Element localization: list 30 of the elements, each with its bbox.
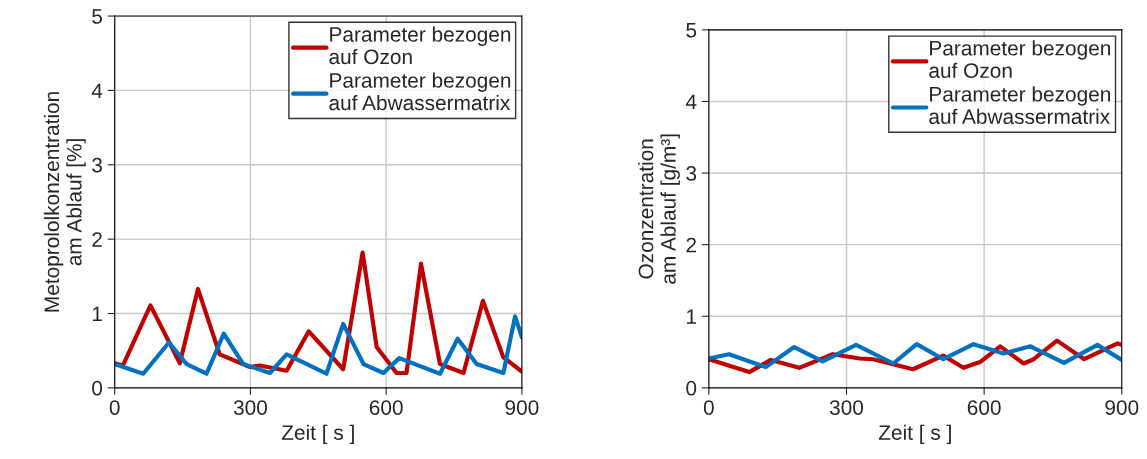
legend-label: Parameter bezogen auf Ozon — [329, 26, 511, 65]
x-tick-label: 600 — [369, 400, 403, 415]
legend-label: Parameter bezogen auf Ozon — [929, 40, 1111, 78]
x-tick-label: 600 — [967, 400, 1001, 415]
x-tick-label: 0 — [109, 400, 120, 415]
y-tick-label: 5 — [686, 23, 697, 38]
y-tick-label: 5 — [92, 9, 103, 24]
line-series — [114, 250, 522, 376]
x-tick-label: 300 — [829, 400, 864, 415]
y-tick-label: 2 — [92, 232, 102, 247]
x-tick-label: 900 — [505, 400, 539, 415]
y-tick-label: 4 — [91, 83, 103, 98]
x-tick-label: 900 — [1105, 400, 1139, 415]
y-axis-title: Ozonzentration am Ablauf [g/m³] — [638, 134, 680, 284]
y-axis-title: Metoprololkonzentration am Ablauf [%] — [43, 92, 86, 312]
x-tick-label: 300 — [233, 400, 267, 415]
y-tick-label: 3 — [686, 166, 697, 181]
x-axis-title: Zeit [ s ] — [878, 424, 951, 445]
line-series — [114, 314, 522, 376]
legend-label: Parameter bezogen auf Abwassermatrix — [329, 72, 511, 111]
y-tick-label: 3 — [92, 157, 102, 173]
y-tick-label: 1 — [687, 309, 697, 324]
y-tick-label: 0 — [92, 380, 103, 396]
x-axis-title: Zeit [ s ] — [281, 424, 354, 445]
y-tick-label: 0 — [686, 380, 697, 396]
legend-label: Parameter bezogen auf Abwassermatrix — [929, 86, 1111, 125]
y-tick-label: 4 — [685, 94, 697, 109]
x-tick-label: 0 — [703, 400, 714, 415]
y-tick-label: 1 — [92, 306, 102, 322]
y-tick-label: 2 — [686, 237, 696, 253]
